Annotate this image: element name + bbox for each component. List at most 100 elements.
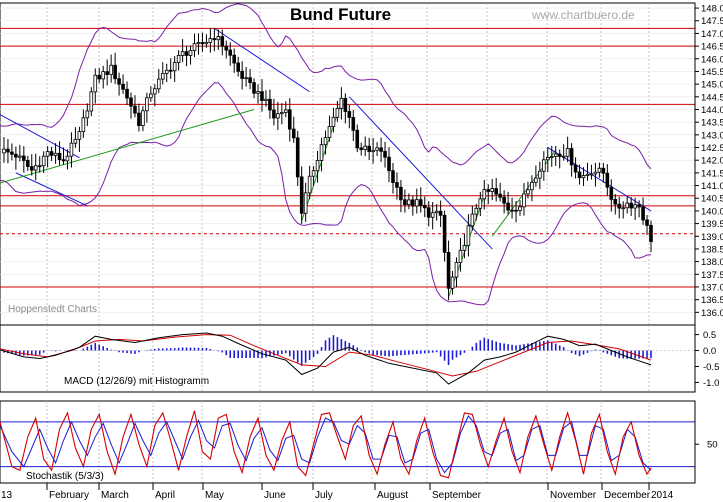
candle-body bbox=[303, 192, 308, 214]
candle-body bbox=[605, 172, 610, 188]
candle-body bbox=[434, 210, 439, 214]
macd-axis: 0.5 0.0 -0.5 -1.0 bbox=[694, 325, 719, 392]
price-tick-label: 139.0 bbox=[701, 232, 723, 243]
candle-body bbox=[359, 147, 364, 150]
trend-line bbox=[448, 195, 485, 298]
candle-body bbox=[450, 276, 455, 289]
candle-body bbox=[418, 199, 423, 206]
candle-body bbox=[69, 142, 74, 157]
candle-body bbox=[506, 202, 510, 211]
stochastic-tick-label: 50 bbox=[707, 440, 718, 451]
candle-body bbox=[41, 155, 46, 167]
price-tick-label: 144.0 bbox=[701, 105, 723, 116]
macd-grid bbox=[0, 325, 695, 392]
candle-body bbox=[510, 209, 514, 212]
price-tick-label: 143.0 bbox=[701, 130, 723, 141]
candle-body bbox=[581, 175, 586, 179]
macd-tick-label: -0.5 bbox=[703, 362, 719, 373]
month-label: 13 bbox=[1, 490, 13, 501]
macd-histogram bbox=[3, 335, 652, 366]
macd-panel: 0.5 0.0 -0.5 -1.0 MACD (12/26/9) mit Histog… bbox=[0, 324, 719, 393]
month-label: April bbox=[155, 490, 175, 501]
candle-body bbox=[538, 170, 542, 179]
candle-body bbox=[204, 41, 209, 45]
stochastic-lines bbox=[0, 410, 652, 479]
candle-body bbox=[609, 186, 614, 200]
watermark: www.chartbuero.de bbox=[531, 8, 635, 22]
price-tick-label: 137.0 bbox=[701, 282, 723, 293]
price-tick-label: 147.0 bbox=[701, 29, 723, 40]
candle-body bbox=[482, 189, 487, 200]
month-label: November bbox=[550, 490, 597, 501]
price-tick-label: 138.5 bbox=[701, 244, 723, 255]
price-tick-label: 145.0 bbox=[701, 80, 723, 91]
candle-body bbox=[101, 71, 106, 80]
macd-lines bbox=[0, 332, 652, 385]
candle-body bbox=[545, 157, 550, 161]
candle-body bbox=[228, 49, 233, 56]
price-bands bbox=[0, 3, 652, 306]
chart-title: Bund Future bbox=[290, 5, 391, 24]
candle-body bbox=[343, 97, 348, 112]
candle-body bbox=[2, 148, 6, 154]
candle-body bbox=[81, 117, 86, 132]
candle-body bbox=[375, 147, 379, 151]
candle-body bbox=[573, 164, 578, 173]
candle-body bbox=[25, 160, 30, 167]
price-tick-label: 144.5 bbox=[701, 92, 723, 103]
candle-body bbox=[236, 62, 240, 72]
candle-body bbox=[466, 225, 471, 246]
candle-body bbox=[331, 116, 336, 127]
price-candles bbox=[2, 27, 653, 301]
candle-body bbox=[125, 88, 129, 99]
candle-body bbox=[621, 207, 626, 210]
candle-body bbox=[141, 110, 145, 126]
source-label: Hoppenstedt Charts bbox=[8, 304, 97, 315]
candle-body bbox=[232, 54, 237, 64]
price-tick-label: 141.0 bbox=[701, 181, 723, 192]
candle-body bbox=[145, 97, 149, 112]
candle-body bbox=[403, 199, 407, 205]
candle-body bbox=[188, 50, 193, 56]
candle-body bbox=[526, 189, 530, 195]
candle-body bbox=[240, 70, 244, 79]
candle-body bbox=[565, 148, 570, 157]
candle-body bbox=[49, 151, 54, 156]
month-label: 2014 bbox=[651, 490, 674, 501]
candle-body bbox=[172, 62, 177, 72]
candle-body bbox=[553, 153, 558, 157]
candle-body bbox=[97, 74, 102, 80]
candle-body bbox=[149, 93, 153, 99]
candle-body bbox=[514, 209, 518, 212]
candle-body bbox=[224, 45, 229, 51]
candle-body bbox=[311, 170, 316, 177]
candle-body bbox=[153, 88, 157, 95]
month-axis: 13 February March April May June July August Sep… bbox=[0, 482, 695, 501]
candle-body bbox=[244, 77, 248, 80]
candle-body bbox=[391, 170, 395, 183]
price-tick-label: 148.0 bbox=[701, 4, 723, 15]
trend-line bbox=[0, 109, 255, 184]
candle-body bbox=[577, 171, 582, 179]
candle-body bbox=[395, 182, 399, 188]
price-tick-label: 143.5 bbox=[701, 118, 723, 129]
candle-body bbox=[534, 177, 538, 183]
candle-body bbox=[168, 69, 173, 72]
stochastic-k-line bbox=[0, 410, 652, 479]
candle-body bbox=[291, 128, 296, 139]
macd-tick-label: 0.0 bbox=[703, 346, 716, 357]
candle-body bbox=[105, 71, 109, 75]
candle-body bbox=[387, 156, 391, 172]
candle-body bbox=[6, 148, 10, 153]
candle-body bbox=[593, 171, 598, 175]
candle-body bbox=[498, 193, 502, 198]
candle-body bbox=[37, 165, 42, 168]
candle-body bbox=[522, 193, 526, 208]
candle-body bbox=[641, 206, 645, 221]
candle-body bbox=[264, 98, 268, 101]
candle-body bbox=[478, 198, 483, 209]
candle-body bbox=[601, 167, 606, 174]
macd-signal-line bbox=[0, 334, 652, 377]
macd-tick-label: -1.0 bbox=[703, 378, 719, 389]
